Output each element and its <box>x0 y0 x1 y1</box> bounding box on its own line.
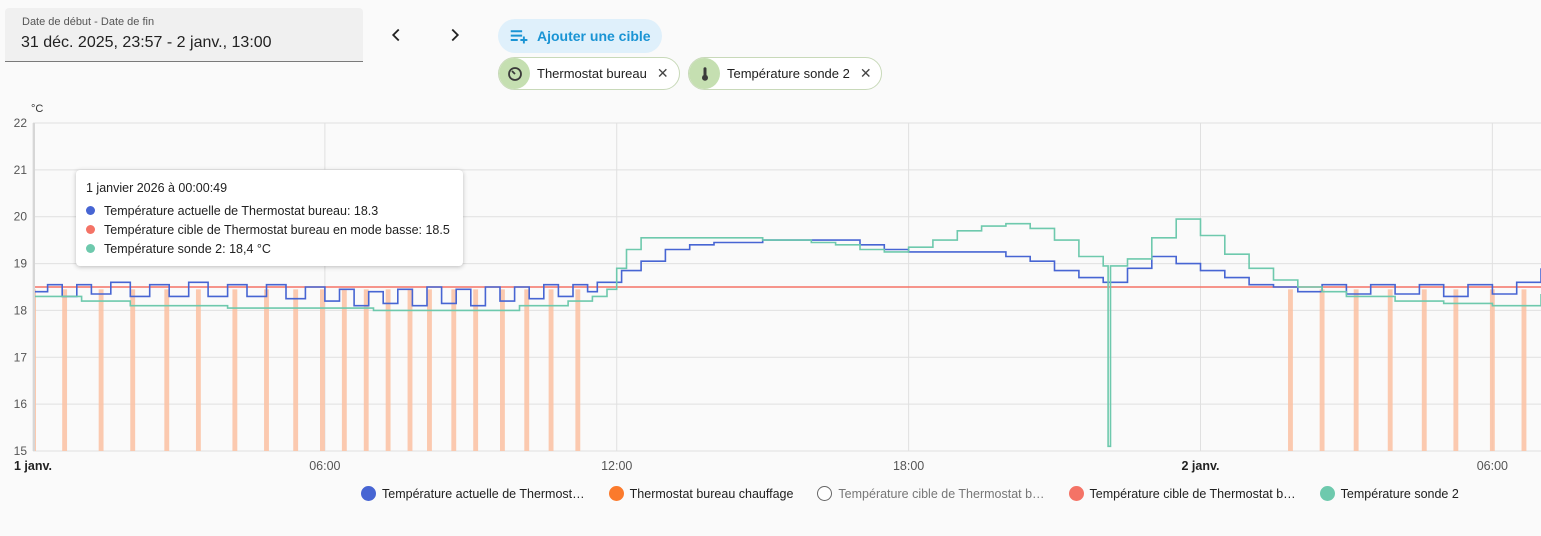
heating-bar <box>499 289 505 451</box>
legend-dot <box>608 486 624 501</box>
tooltip-row: Température sonde 2: 18,4 °C <box>86 239 453 258</box>
heating-bar <box>1421 289 1427 451</box>
legend-item-chauffage[interactable]: Thermostat bureau chauffage <box>603 486 794 501</box>
legend-dot <box>817 486 833 501</box>
series-line-temperature-sonde-2 <box>33 218 1541 448</box>
add-target-button[interactable]: Ajouter une cible <box>498 19 662 53</box>
heating-bar <box>385 289 391 451</box>
chart-legend: Température actuelle de Thermost… Thermo… <box>355 486 1477 501</box>
thermostat-icon <box>499 58 530 89</box>
tooltip-dot <box>86 244 95 253</box>
legend-item-temperature-sonde-2[interactable]: Température sonde 2 <box>1314 486 1459 501</box>
x-tick-label: 06:00 <box>309 459 340 473</box>
heating-bar <box>1453 289 1459 451</box>
date-range-value: 31 déc. 2025, 23:57 - 2 janv., 13:00 <box>21 34 272 51</box>
heating-bar <box>363 289 369 451</box>
tooltip-row-text: Température actuelle de Thermostat burea… <box>104 203 379 218</box>
heating-bar <box>1353 289 1359 451</box>
heating-bar <box>524 289 530 451</box>
heating-bar <box>62 289 68 451</box>
tooltip-row: Température cible de Thermostat bureau e… <box>86 220 453 239</box>
y-axis-label: °C <box>31 103 43 115</box>
thermometer-icon <box>689 58 720 89</box>
date-range-label: Date de début - Date de fin <box>22 16 155 28</box>
series-line-temperature-actuelle <box>33 239 1541 307</box>
x-tick-label: 06:00 <box>1477 459 1508 473</box>
previous-period-button[interactable] <box>378 17 414 53</box>
target-chip-temperature-sonde-2[interactable]: Température sonde 2 ✕ <box>688 57 882 90</box>
next-period-button[interactable] <box>437 17 473 53</box>
heating-bar <box>473 289 479 451</box>
tooltip-dot <box>86 206 95 215</box>
chevron-left-icon <box>391 28 400 42</box>
heating-bar <box>341 289 347 451</box>
heating-bar <box>1521 289 1527 451</box>
tooltip-dot <box>86 225 95 234</box>
legend-label: Température actuelle de Thermost… <box>382 486 585 501</box>
legend-dot <box>1319 486 1335 501</box>
tooltip-title: 1 janvier 2026 à 00:00:49 <box>86 181 228 195</box>
heating-bar <box>1489 289 1495 451</box>
y-tick-label: 19 <box>14 257 28 271</box>
y-tick-label: 16 <box>14 397 28 411</box>
x-tick-label: 18:00 <box>893 459 924 473</box>
legend-label: Thermostat bureau chauffage <box>629 486 794 501</box>
heating-bar <box>293 289 299 451</box>
chip-label: Thermostat bureau <box>537 66 647 81</box>
heating-bar <box>98 289 104 451</box>
target-chip-thermostat-bureau[interactable]: Thermostat bureau ✕ <box>498 57 680 90</box>
heating-bar <box>451 289 457 451</box>
y-tick-label: 18 <box>14 303 28 317</box>
history-chart[interactable]: 15 16 17 18 19 20 21 22°C 1 janv. 06:00 12:00 18:00… <box>0 95 1541 485</box>
heating-bar <box>130 289 136 451</box>
heating-bar <box>195 289 201 451</box>
x-tick-label: 2 janv. <box>1181 459 1219 473</box>
add-target-label: Ajouter une cible <box>537 28 651 44</box>
heating-bar <box>427 289 432 451</box>
legend-item-temperature-actuelle[interactable]: Température actuelle de Thermost… <box>355 486 585 501</box>
tooltip-row-text: Température cible de Thermostat bureau e… <box>104 222 450 237</box>
heating-bar <box>264 289 269 451</box>
y-tick-label: 21 <box>14 163 28 177</box>
close-icon[interactable]: ✕ <box>656 65 669 81</box>
heating-bar <box>407 289 413 451</box>
date-range-picker[interactable]: Date de début - Date de fin 31 déc. 2025… <box>5 8 363 62</box>
heating-bar <box>232 289 238 451</box>
x-tick-label: 12:00 <box>601 459 632 473</box>
close-icon[interactable]: ✕ <box>859 65 872 81</box>
tooltip-row: Température actuelle de Thermostat burea… <box>86 201 453 220</box>
legend-item-temperature-cible-basse[interactable]: Température cible de Thermostat b… <box>1063 486 1296 501</box>
heating-bar <box>1288 289 1293 451</box>
y-tick-label: 20 <box>14 210 28 224</box>
chart-tooltip: 1 janvier 2026 à 00:00:49 Température ac… <box>76 170 463 266</box>
heating-bar <box>164 289 170 451</box>
chip-label: Température sonde 2 <box>727 66 850 81</box>
chevron-right-icon <box>451 28 460 42</box>
legend-item-temperature-cible-haute[interactable]: Température cible de Thermostat b… <box>811 486 1045 501</box>
y-tick-label: 17 <box>14 350 28 364</box>
heating-bar <box>548 289 554 451</box>
heating-bar <box>575 289 581 451</box>
playlist-add-icon <box>510 29 528 43</box>
heating-bar <box>320 289 325 451</box>
x-tick-label: 1 janv. <box>14 459 52 473</box>
legend-label: Température cible de Thermostat b… <box>1089 486 1296 501</box>
y-tick-label: 15 <box>14 444 28 458</box>
legend-label: Température cible de Thermostat b… <box>838 486 1045 501</box>
heating-bar <box>1319 289 1325 451</box>
legend-label: Température sonde 2 <box>1340 486 1459 501</box>
heating-bar <box>1387 289 1393 451</box>
legend-dot <box>1068 486 1084 501</box>
y-tick-label: 22 <box>14 116 28 130</box>
legend-dot <box>361 486 376 501</box>
tooltip-row-text: Température sonde 2: 18,4 °C <box>104 241 271 256</box>
